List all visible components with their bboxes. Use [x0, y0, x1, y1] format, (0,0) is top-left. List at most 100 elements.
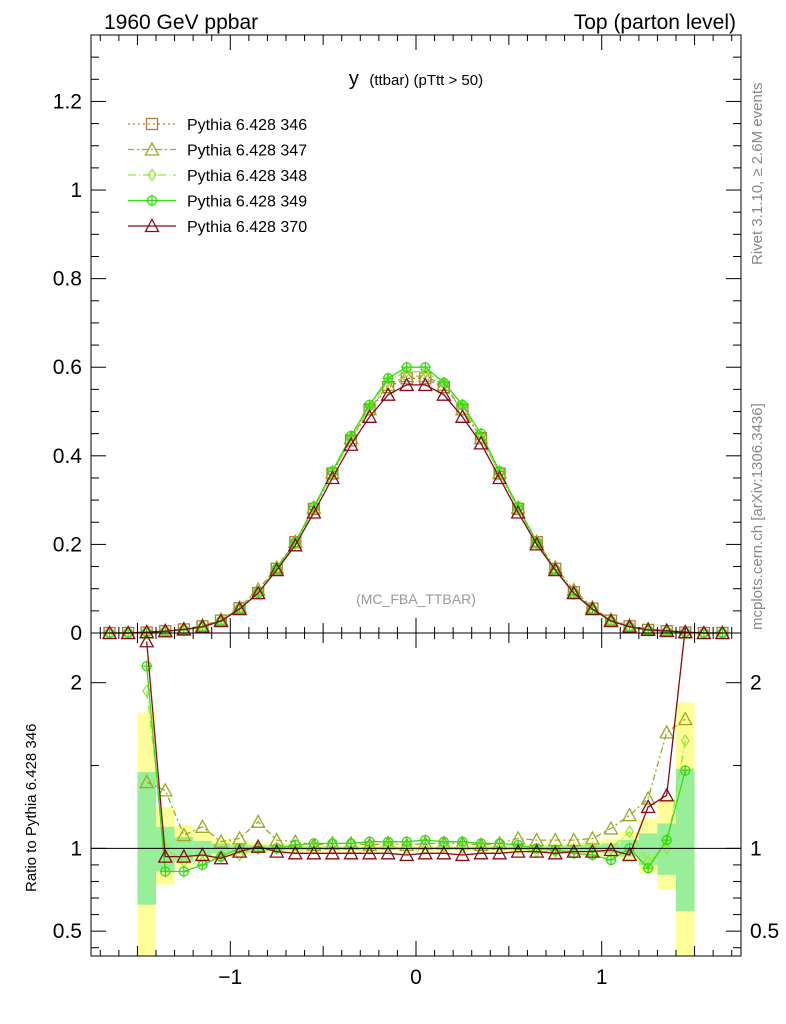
ratio-point-p370 — [343, 845, 359, 860]
ratio-point-p347 — [213, 833, 229, 848]
ratio-point-p370 — [436, 845, 452, 860]
ratio-point-p347 — [194, 818, 211, 833]
ratio-point-p370 — [566, 843, 582, 858]
ratio-y-tick-label: 2 — [70, 672, 82, 695]
legend: Pythia 6.428 346 Pythia 6.428 347 Pythia 6… — [128, 117, 307, 236]
ratio-point-p349 — [178, 866, 190, 878]
legend-label-p346: Pythia 6.428 346 — [187, 117, 307, 134]
main-point-p349 — [419, 361, 431, 373]
main-point-p370 — [547, 562, 563, 577]
ratio-point-p370 — [139, 633, 155, 648]
legend-entry-p346: Pythia 6.428 346 — [128, 117, 307, 134]
ratio-point-p370 — [640, 799, 656, 814]
ratio-point-p348 — [662, 841, 672, 855]
ratio-band-green — [657, 823, 676, 875]
ratio-point-p347 — [306, 837, 322, 852]
ratio-point-p370 — [213, 850, 229, 865]
main-point-p370 — [269, 562, 285, 577]
ratio-point-p348 — [680, 734, 690, 748]
ratio-point-p349 — [456, 836, 468, 848]
main-point-p347 — [380, 377, 396, 392]
ratio-point-p370 — [491, 845, 508, 860]
ratio-point-p347 — [436, 835, 452, 850]
ratio-point-p370 — [399, 847, 415, 862]
ratio-point-p347 — [250, 813, 266, 828]
ratio-y-axis-label: Ratio to Pythia 6.428 346 — [23, 724, 40, 892]
main-point-p370 — [510, 504, 526, 519]
ratio-point-p349 — [401, 836, 413, 848]
ratio-point-p347 — [677, 711, 693, 726]
legend-marker-p370 — [144, 218, 160, 233]
mcplots-reference-label: mcplots.cern.ch [arXiv:1306.3436] — [749, 403, 766, 630]
ratio-point-p370 — [529, 843, 545, 858]
main-point-p370 — [436, 386, 452, 401]
ratio-point-p370 — [380, 845, 396, 860]
ratio-point-p370 — [659, 787, 675, 802]
ratio-point-p370 — [547, 845, 563, 860]
ratio-panel-series — [139, 627, 693, 878]
main-point-p370 — [677, 624, 693, 639]
ratio-band-green — [137, 772, 156, 905]
header-process-label: Top (parton level) — [574, 11, 736, 34]
main-point-p370 — [417, 377, 433, 392]
legend-label-p349: Pythia 6.428 349 — [187, 194, 307, 211]
ratio-point-p370 — [157, 848, 173, 863]
ratio-y-tick-label: 1 — [70, 837, 82, 860]
main-y-tick-label: 0.8 — [53, 268, 82, 291]
axis-ticks — [91, 35, 741, 956]
ratio-point-p348 — [513, 841, 523, 855]
main-point-p346 — [400, 372, 413, 385]
axis-tick-labels: 0 0.2 0.4 0.6 0.8 1 1.2 −1 0 1 0.5 0.5 1 1 2 2 — [53, 90, 779, 989]
main-y-tick-label: 0 — [70, 622, 82, 645]
main-point-p370 — [139, 624, 155, 639]
ratio-point-p348 — [457, 841, 468, 855]
ratio-x-tick-label: −1 — [218, 966, 242, 989]
plot-title: y (ttbar) (pTtt > 50) — [349, 68, 483, 90]
ratio-line-p370 — [146, 627, 686, 859]
main-point-p370 — [529, 536, 545, 551]
main-point-p370 — [603, 613, 619, 628]
ratio-point-p347 — [473, 837, 489, 852]
plot-title-main: y — [349, 68, 359, 90]
ratio-point-p370 — [176, 848, 192, 863]
ratio-series-p370 — [139, 627, 686, 865]
ratio-point-p370 — [269, 843, 285, 858]
ratio-point-p370 — [324, 845, 341, 860]
ratio-point-p370 — [194, 847, 211, 862]
ratio-point-p370 — [584, 843, 601, 858]
main-point-p370 — [231, 601, 248, 616]
legend-label-p348: Pythia 6.428 348 — [187, 168, 307, 185]
ratio-point-p347 — [603, 820, 619, 835]
analysis-label: (MC_FBA_TTBAR) — [356, 591, 476, 607]
ratio-band-green — [638, 833, 658, 865]
main-point-p347 — [417, 368, 433, 383]
ratio-point-p347 — [640, 790, 656, 805]
ratio-point-p347 — [380, 835, 396, 850]
ratio-point-p370 — [510, 843, 526, 858]
ratio-point-p349 — [141, 660, 153, 672]
ratio-point-p347 — [139, 774, 155, 789]
main-point-p370 — [380, 386, 396, 401]
ratio-point-p370 — [361, 845, 378, 860]
ratio-series-p347 — [139, 711, 693, 852]
main-line-p370 — [109, 384, 723, 634]
main-point-p349 — [401, 361, 413, 373]
main-point-p370 — [157, 623, 173, 638]
legend-marker-p348 — [147, 168, 157, 182]
main-y-tick-label: 1.2 — [53, 90, 82, 113]
main-point-p370 — [399, 377, 415, 392]
main-point-p370 — [324, 470, 341, 485]
main-y-tick-label: 0.4 — [53, 445, 83, 468]
ratio-line-p347 — [146, 718, 686, 846]
plot-title-sub: (ttbar) (pTtt > 50) — [369, 72, 483, 89]
main-line-p347 — [109, 375, 723, 634]
main-point-p370 — [473, 435, 489, 450]
ratio-point-p370 — [417, 845, 433, 860]
ratio-point-p347 — [157, 782, 173, 797]
main-point-p370 — [584, 601, 601, 616]
header-collision-label: 1960 GeV ppbar — [104, 11, 258, 34]
ratio-point-p349 — [679, 764, 691, 776]
main-point-p370 — [659, 622, 675, 637]
ratio-point-p370 — [454, 847, 471, 862]
main-point-p349 — [382, 372, 394, 384]
